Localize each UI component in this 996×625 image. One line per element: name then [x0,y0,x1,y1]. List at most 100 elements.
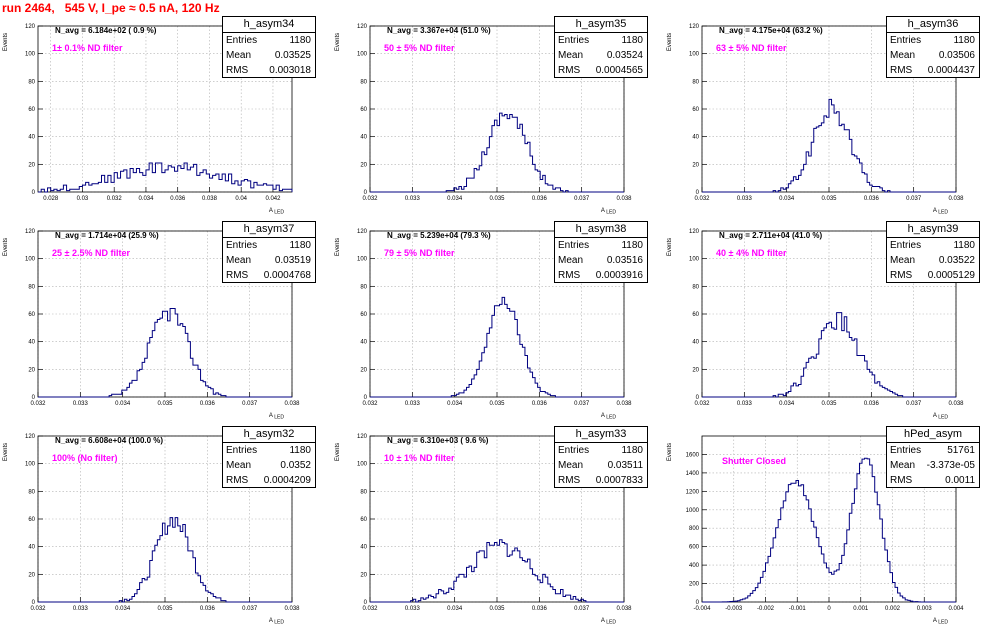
x-tick-label: 0.032 [694,401,710,407]
y-tick-label: 100 [689,257,700,263]
y-axis-label: Events [335,238,341,256]
stats-value: 0.03516 [606,255,643,266]
x-tick-label: 0.003 [917,606,933,612]
y-axis-label: Events [3,238,9,256]
filter-label: 50 ± 5% ND filter [384,43,455,53]
y-axis-label: Events [335,443,341,461]
y-tick-label: 80 [360,284,367,290]
x-tick-label: 0.034 [779,401,795,407]
x-tick-label: 0 [827,606,831,612]
histogram-line [370,112,624,193]
y-tick-label: 0 [696,600,700,606]
stats-label: Mean [890,50,916,61]
n-avg-label: N_avg = 4.175e+04 (63.2 %) [719,26,823,35]
x-tick-label: 0.034 [779,196,795,202]
x-tick-label: 0.036 [200,606,216,612]
stats-row-entries: Entries 51761 [887,443,979,458]
x-tick-label: 0.038 [284,606,300,612]
x-tick-label: 0.037 [242,606,258,612]
stats-value: -3.373e-05 [926,460,975,471]
pad-h_asym33: 0.032 0.033 0.034 0.035 0.036 0.037 0.038 0 20 40… [332,420,664,625]
histogram-line [702,98,956,193]
n-avg-label: N_avg = 1.714e+04 (25.9 %) [55,231,159,240]
stats-label: Entries [558,445,590,456]
y-tick-label: 120 [25,24,36,30]
y-tick-label: 60 [28,107,35,113]
y-tick-label: 0 [364,395,368,401]
x-tick-label: 0.037 [242,401,258,407]
stats-value: 1180 [289,35,311,46]
plot-frame [37,25,293,193]
y-tick-label: 80 [360,489,367,495]
stats-box: h_asym32 Entries 1180 Mean 0.0352 RMS 0.000420… [222,426,316,488]
stats-row-mean: Mean 0.03522 [887,253,979,268]
y-tick-label: 20 [28,572,35,578]
plot-frame [701,435,957,603]
stats-box: hPed_asym Entries 51761 Mean -3.373e-05 RMS 0.… [886,426,980,488]
stats-row-mean: Mean 0.03506 [887,48,979,63]
plot-frame [701,25,957,193]
stats-value: 1180 [953,35,975,46]
stats-label: RMS [890,270,913,281]
stats-row-mean: Mean 0.03525 [223,48,315,63]
stats-value: 0.0352 [280,460,311,471]
y-tick-label: 800 [689,526,700,532]
y-axis-label: Events [667,443,673,461]
y-tick-label: 20 [28,162,35,168]
x-tick-label: -0.001 [789,606,807,612]
stats-box: h_asym38 Entries 1180 Mean 0.03516 RMS 0.00039… [554,221,648,283]
stats-row-rms: RMS 0.0003916 [555,268,647,283]
filter-label: 25 ± 2.5% ND filter [52,248,130,258]
y-tick-label: 60 [28,517,35,523]
stats-value: 1180 [621,35,643,46]
stats-row-rms: RMS 0.0005129 [887,268,979,283]
histogram-line [38,517,292,603]
stats-label: Mean [558,255,584,266]
x-tick-label: 0.034 [115,606,131,612]
stats-value: 0.0004437 [927,65,975,76]
x-axis-label: A LED [269,413,284,420]
y-tick-label: 80 [360,79,367,85]
y-tick-label: 0 [364,600,368,606]
x-tick-label: -0.004 [693,606,711,612]
stats-row-entries: Entries 1180 [223,238,315,253]
filter-label: 40 ± 4% ND filter [716,248,787,258]
histogram-h_asym36: 0.032 0.033 0.034 0.035 0.036 0.037 0.038 0 20 40… [667,24,964,215]
y-tick-label: 60 [692,107,699,113]
x-tick-label: 0.038 [948,196,964,202]
x-tick-label: 0.032 [107,196,123,202]
stats-row-mean: Mean 0.03516 [555,253,647,268]
x-tick-label: 0.032 [30,606,46,612]
y-tick-label: 0 [32,395,36,401]
stats-value: 1180 [953,240,975,251]
stats-row-entries: Entries 1180 [223,33,315,48]
n-avg-label: N_avg = 6.608e+04 (100.0 %) [55,436,164,445]
stats-value: 0.003018 [269,65,311,76]
y-tick-label: 100 [25,462,36,468]
pad-h_asym37: 0.032 0.033 0.034 0.035 0.036 0.037 0.038 0 20 40… [0,215,332,420]
x-tick-label: 0.037 [574,401,590,407]
stats-label: Entries [226,445,258,456]
y-tick-label: 100 [689,52,700,58]
filter-label: 79 ± 5% ND filter [384,248,455,258]
y-tick-label: 60 [692,312,699,318]
stats-title: h_asym33 [555,427,647,443]
x-tick-label: 0.033 [73,606,89,612]
x-tick-label: -0.003 [725,606,743,612]
x-tick-label: 0.038 [202,196,218,202]
histogram-h_asym35: 0.032 0.033 0.034 0.035 0.036 0.037 0.038 0 20 40… [335,24,632,215]
y-tick-label: 1600 [686,452,700,458]
x-tick-label: 0.036 [532,401,548,407]
x-tick-label: 0.038 [616,401,632,407]
y-tick-label: 120 [25,434,36,440]
pad-h_asym39: 0.032 0.033 0.034 0.035 0.036 0.037 0.038 0 20 40… [664,215,996,420]
stats-row-entries: Entries 1180 [555,443,647,458]
x-tick-label: 0.033 [405,401,421,407]
x-tick-label: -0.002 [757,606,775,612]
x-tick-label: 0.036 [170,196,186,202]
histogram-line [702,457,956,603]
histogram-h_asym34: 0.028 0.03 0.032 0.034 0.036 0.038 0.04 0.042 0 2… [3,24,293,215]
n-avg-label: N_avg = 2.711e+04 (41.0 %) [719,231,823,240]
stats-row-entries: Entries 1180 [555,238,647,253]
x-axis-label: A LED [933,413,948,420]
